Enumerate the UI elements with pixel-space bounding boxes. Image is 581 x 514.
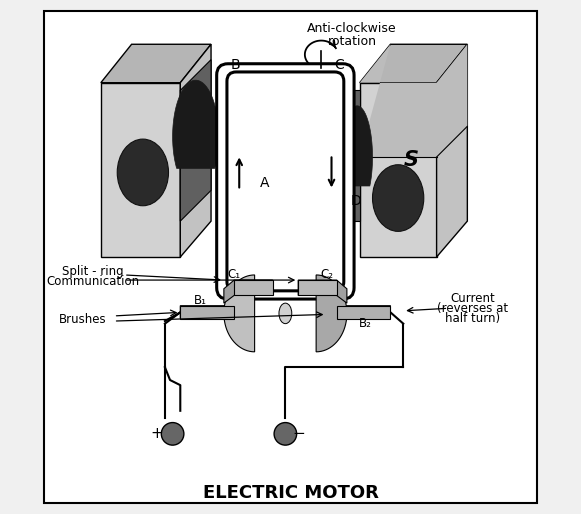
Text: A: A	[260, 176, 270, 190]
Polygon shape	[336, 306, 390, 319]
Polygon shape	[234, 280, 272, 296]
Ellipse shape	[372, 164, 424, 231]
Text: D: D	[351, 194, 361, 208]
Polygon shape	[180, 60, 211, 221]
Polygon shape	[342, 106, 372, 186]
Polygon shape	[180, 306, 234, 319]
Polygon shape	[224, 275, 254, 352]
Text: −: −	[293, 426, 306, 442]
Polygon shape	[352, 90, 360, 221]
Text: C: C	[334, 58, 344, 72]
Text: S: S	[403, 150, 418, 170]
Text: B₂: B₂	[358, 317, 371, 330]
FancyBboxPatch shape	[45, 11, 536, 503]
Text: B₁: B₁	[194, 294, 207, 307]
Polygon shape	[173, 80, 218, 169]
Circle shape	[162, 423, 184, 445]
Text: half turn): half turn)	[445, 312, 500, 325]
Text: C₁: C₁	[228, 268, 241, 282]
Ellipse shape	[117, 139, 168, 206]
Polygon shape	[224, 280, 272, 303]
Polygon shape	[180, 306, 245, 325]
Circle shape	[274, 423, 297, 445]
Text: Current: Current	[450, 291, 495, 304]
FancyBboxPatch shape	[217, 64, 354, 299]
Text: rotation: rotation	[328, 35, 376, 48]
Polygon shape	[180, 44, 211, 257]
Polygon shape	[298, 280, 347, 303]
Polygon shape	[101, 44, 211, 83]
Text: B: B	[230, 58, 240, 72]
Polygon shape	[360, 44, 467, 83]
Polygon shape	[436, 44, 467, 257]
Text: Anti-clockwise: Anti-clockwise	[307, 23, 397, 35]
Text: +: +	[151, 426, 164, 442]
Text: C₂: C₂	[320, 268, 333, 282]
Text: (reverses at: (reverses at	[437, 302, 508, 315]
Polygon shape	[360, 83, 436, 257]
Polygon shape	[316, 275, 347, 352]
Text: ELECTRIC MOTOR: ELECTRIC MOTOR	[203, 484, 378, 502]
Ellipse shape	[279, 303, 292, 324]
Polygon shape	[327, 306, 390, 325]
Text: Communication: Communication	[46, 275, 139, 288]
Polygon shape	[298, 280, 336, 296]
Text: N: N	[123, 150, 141, 170]
Text: Split - ring: Split - ring	[62, 265, 124, 278]
Polygon shape	[101, 83, 180, 257]
Polygon shape	[360, 44, 467, 157]
Text: Brushes: Brushes	[59, 313, 107, 326]
